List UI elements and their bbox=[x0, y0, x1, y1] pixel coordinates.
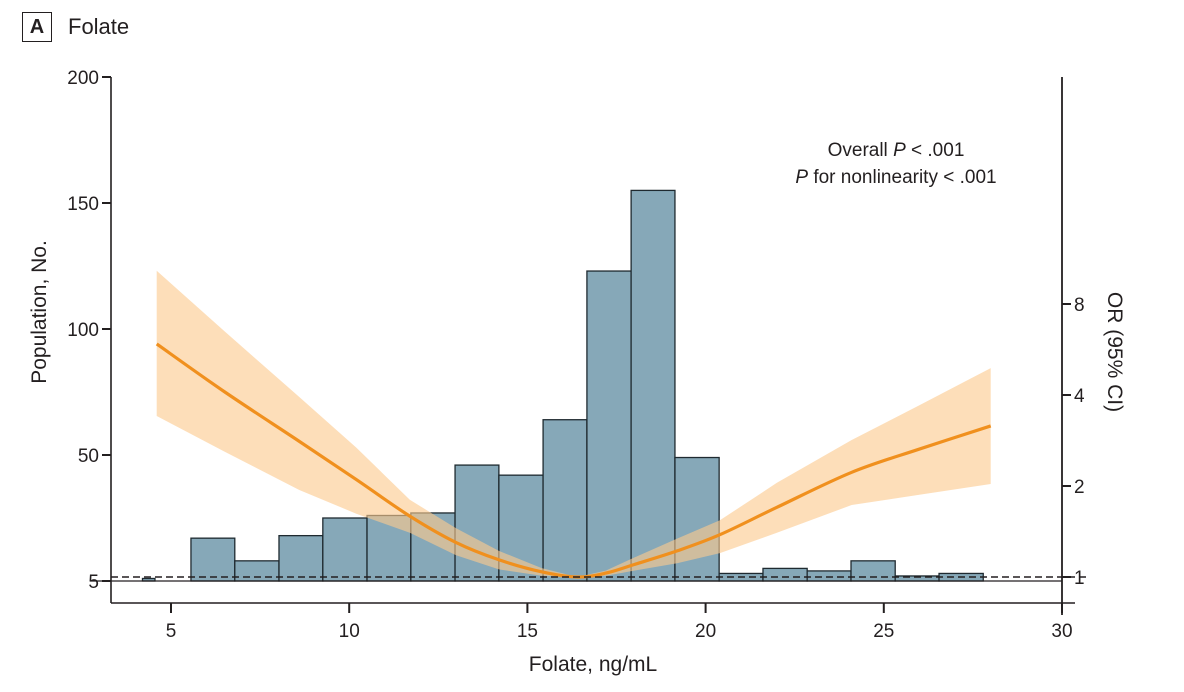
y-tick-label: 150 bbox=[67, 194, 99, 215]
x-tick-label: 15 bbox=[517, 621, 538, 642]
y-tick-label: 5 bbox=[88, 572, 99, 593]
y2-tick-label: 4 bbox=[1074, 386, 1085, 407]
annotations: Overall P < .001 P for nonlinearity < .0… bbox=[795, 140, 996, 188]
y-axis-title: Population, No. bbox=[28, 240, 51, 384]
histogram-bar bbox=[850, 560, 896, 582]
histogram-bar bbox=[630, 189, 676, 582]
annotation-italic-p: P bbox=[893, 140, 906, 161]
panel-letter-badge: A bbox=[22, 12, 52, 42]
histogram-bar bbox=[542, 419, 588, 582]
ci-band bbox=[156, 270, 991, 577]
y-tick-label: 50 bbox=[78, 446, 99, 467]
histogram-bar bbox=[190, 537, 236, 582]
annotation-text: for nonlinearity < .001 bbox=[808, 167, 997, 188]
histogram-bar bbox=[806, 570, 852, 582]
y-tick-label: 100 bbox=[67, 320, 99, 341]
x-tick-label: 20 bbox=[695, 621, 716, 642]
x-tick-label: 30 bbox=[1051, 621, 1072, 642]
annotation-nonlinearity-p: P for nonlinearity < .001 bbox=[795, 167, 996, 188]
panel-title: Folate bbox=[68, 14, 130, 39]
x-tick-label: 10 bbox=[339, 621, 360, 642]
x-tick-label: 25 bbox=[873, 621, 894, 642]
y2-tick-label: 1 bbox=[1074, 568, 1085, 589]
y2-tick-label: 8 bbox=[1074, 295, 1085, 316]
histogram-bar bbox=[586, 270, 632, 582]
y-tick-label: 200 bbox=[67, 68, 99, 89]
x-axis-title: Folate, ng/mL bbox=[529, 653, 657, 676]
histogram-bar bbox=[278, 534, 324, 582]
annotation-text: < .001 bbox=[906, 140, 965, 161]
annotation-italic-p: P bbox=[795, 167, 808, 188]
x-tick-label: 5 bbox=[166, 621, 177, 642]
annotation-text: Overall bbox=[828, 140, 893, 161]
histogram-bar bbox=[762, 567, 808, 582]
axes: 5 10 15 20 25 30 200 150 100 50 5 1 2 4 8 bbox=[67, 68, 1085, 642]
histogram-bar bbox=[234, 560, 280, 582]
y2-tick-label: 2 bbox=[1074, 477, 1085, 498]
annotation-overall-p: Overall P < .001 bbox=[828, 140, 965, 161]
histogram-bars bbox=[141, 189, 984, 582]
y2-axis-title: OR (95% CI) bbox=[1103, 292, 1126, 412]
histogram-bar bbox=[322, 517, 368, 582]
histogram-bar bbox=[674, 456, 720, 582]
